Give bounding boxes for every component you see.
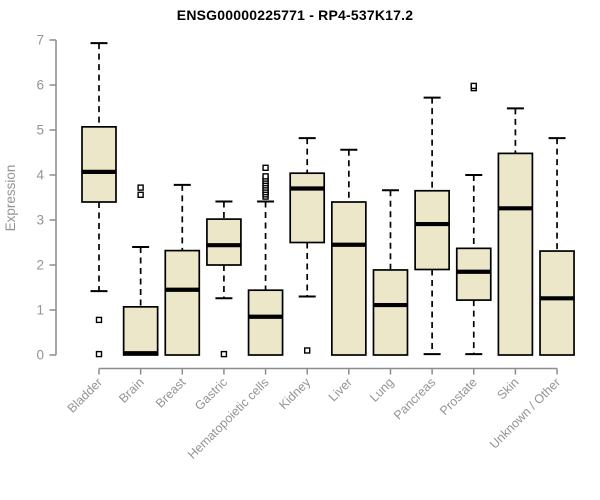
outlier-point bbox=[137, 191, 144, 199]
y-tick-label: 0 bbox=[36, 348, 44, 363]
iqr-box bbox=[497, 152, 534, 356]
box-lung bbox=[372, 189, 409, 356]
iqr-box bbox=[414, 189, 450, 271]
box-prostate bbox=[455, 82, 492, 356]
x-tick-label: Brain bbox=[116, 375, 147, 406]
iqr-box bbox=[81, 125, 117, 203]
box-unknown-other bbox=[539, 137, 575, 356]
outlier-point bbox=[95, 350, 103, 358]
outlier-point bbox=[137, 184, 144, 191]
iqr-box bbox=[455, 247, 492, 301]
y-tick-label: 7 bbox=[36, 33, 44, 48]
y-tick-label: 1 bbox=[36, 303, 44, 318]
iqr-box bbox=[289, 172, 326, 244]
x-tick-label: Hematopoietic cells bbox=[185, 375, 272, 462]
iqr-box bbox=[247, 289, 284, 356]
y-tick-label: 6 bbox=[36, 78, 44, 93]
outlier-point bbox=[262, 173, 269, 180]
box-bladder bbox=[81, 42, 117, 358]
y-tick-label: 5 bbox=[36, 123, 44, 138]
outlier-point bbox=[470, 82, 477, 90]
x-tick-label: Kidney bbox=[276, 375, 313, 412]
x-tick-label: Breast bbox=[153, 375, 189, 411]
x-tick-label: Unknown / Other bbox=[487, 375, 563, 451]
box-pancreas bbox=[414, 96, 450, 356]
y-tick-label: 4 bbox=[36, 168, 44, 183]
box-kidney bbox=[289, 137, 326, 354]
iqr-box bbox=[330, 201, 367, 356]
box-gastric bbox=[206, 200, 242, 358]
outlier-point bbox=[95, 316, 103, 324]
box-breast bbox=[164, 183, 201, 356]
iqr-box bbox=[122, 306, 159, 356]
box-hematopoietic-cells bbox=[247, 164, 284, 356]
y-tick-label: 3 bbox=[36, 213, 44, 228]
outlier-point bbox=[220, 350, 228, 358]
outlier-point bbox=[304, 347, 311, 354]
x-tick-label: Liver bbox=[326, 375, 355, 404]
iqr-box bbox=[164, 249, 201, 356]
x-tick-label: Skin bbox=[494, 375, 521, 402]
y-axis: 0 1 2 3 4 5 6 7 Expression bbox=[3, 33, 57, 363]
iqr-box bbox=[372, 269, 409, 356]
outlier-point bbox=[262, 164, 269, 172]
x-tick-label: Prostate bbox=[437, 375, 480, 418]
iqr-box bbox=[206, 218, 242, 266]
chart-title: ENSG00000225771 - RP4-537K17.2 bbox=[176, 7, 414, 23]
x-tick-label: Gastric bbox=[192, 375, 230, 413]
iqr-box bbox=[539, 250, 575, 356]
x-tick-label: Lung bbox=[367, 375, 397, 405]
x-tick-label: Pancreas bbox=[391, 375, 438, 422]
y-tick-label: 2 bbox=[36, 258, 44, 273]
box-brain bbox=[122, 184, 159, 356]
x-tick-label: Bladder bbox=[65, 375, 105, 415]
box-skin bbox=[497, 107, 534, 356]
box-liver bbox=[330, 148, 367, 356]
y-axis-label: Expression bbox=[3, 165, 18, 232]
